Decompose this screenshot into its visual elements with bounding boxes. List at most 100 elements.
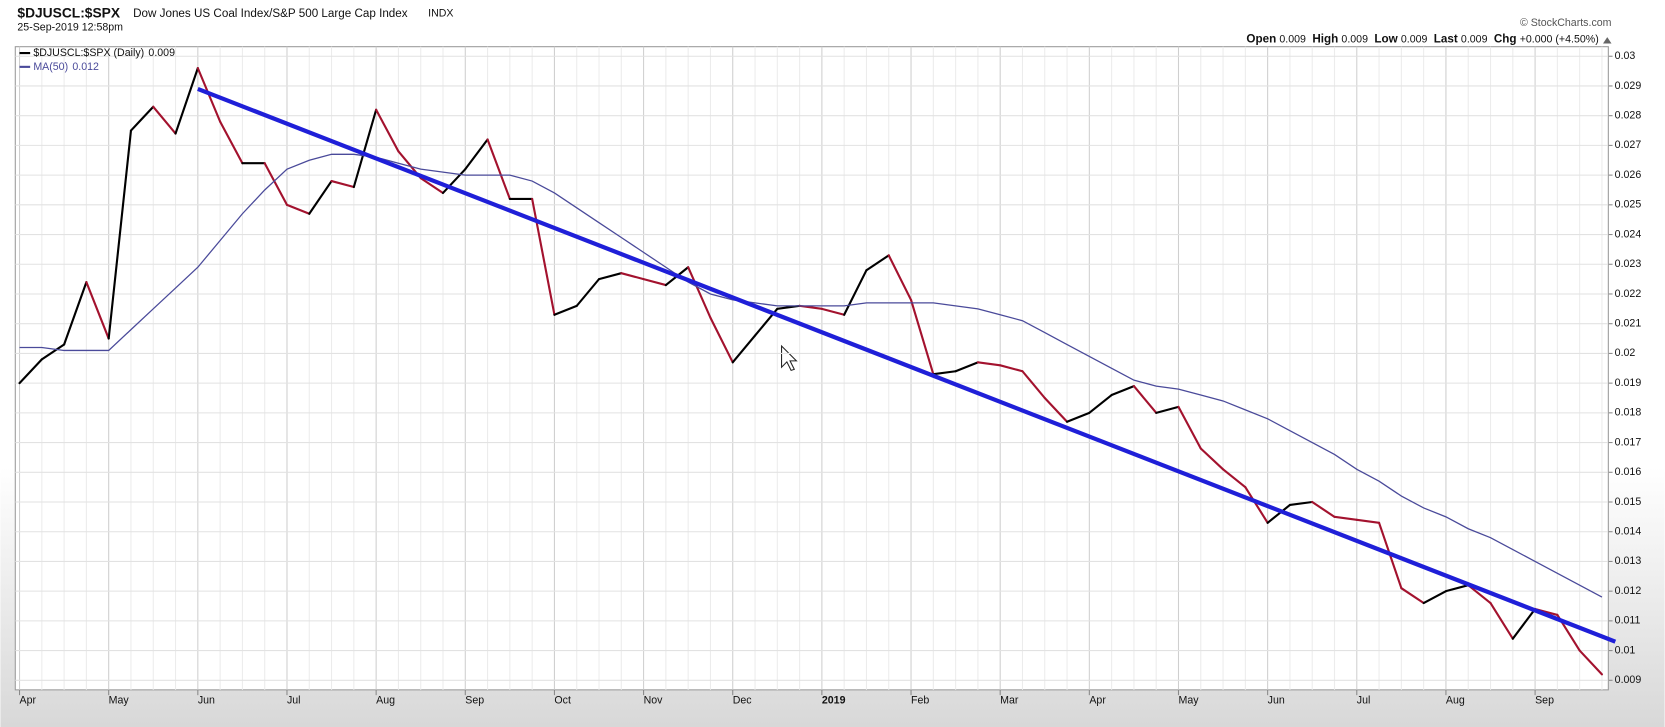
price-segment bbox=[107, 129, 133, 340]
y-tick-label: 0.022 bbox=[1615, 288, 1642, 300]
price-segment bbox=[1422, 590, 1448, 605]
price-segment bbox=[1244, 486, 1269, 524]
y-tick-label: 0.018 bbox=[1615, 407, 1642, 419]
price-segment bbox=[1088, 393, 1113, 414]
price-segment bbox=[152, 105, 177, 135]
price-segment bbox=[40, 343, 66, 361]
y-tick-label: 0.015 bbox=[1615, 496, 1642, 508]
x-tick-label: Feb bbox=[911, 694, 929, 706]
y-tick-label: 0.028 bbox=[1615, 109, 1642, 121]
price-segment bbox=[1132, 385, 1158, 414]
x-tick-label: Jul bbox=[287, 694, 301, 706]
price-segment bbox=[531, 197, 556, 316]
price-segment bbox=[687, 266, 712, 319]
price-segment bbox=[731, 334, 757, 364]
price-segment bbox=[129, 105, 155, 132]
price-segment bbox=[1489, 601, 1514, 640]
price-segment bbox=[1400, 587, 1425, 605]
y-tick-label: 0.024 bbox=[1615, 228, 1642, 240]
price-segment bbox=[932, 370, 957, 376]
y-tick-label: 0.023 bbox=[1615, 258, 1642, 270]
price-segment bbox=[1333, 515, 1358, 521]
price-segment bbox=[1110, 385, 1135, 397]
x-tick-label: Jun bbox=[1268, 694, 1285, 706]
x-tick-label: May bbox=[1178, 694, 1199, 706]
plot-area bbox=[14, 46, 1609, 691]
price-segment bbox=[954, 361, 979, 373]
price-segment bbox=[1578, 649, 1604, 676]
x-tick-label: Oct bbox=[554, 694, 571, 706]
x-tick-label: Sep bbox=[465, 694, 484, 706]
price-segment bbox=[553, 304, 578, 316]
price-segment bbox=[285, 203, 311, 215]
x-tick-label: Aug bbox=[376, 694, 395, 706]
price-segment bbox=[1065, 411, 1091, 423]
price-segment bbox=[1199, 447, 1225, 471]
y-tick-label: 0.029 bbox=[1615, 80, 1642, 92]
price-segment bbox=[642, 278, 667, 287]
price-segment bbox=[375, 108, 400, 153]
price-segment bbox=[865, 254, 890, 272]
quote-line: Open 0.009 High 0.009 Low 0.009 Last 0.009 Chg +0… bbox=[1246, 32, 1598, 45]
price-segment bbox=[976, 361, 1002, 367]
x-tick-label: Mar bbox=[1000, 694, 1019, 706]
quote-value: 0.009 bbox=[1341, 33, 1368, 45]
legend-last: 0.009 bbox=[148, 47, 175, 59]
price-segment bbox=[887, 254, 913, 301]
price-segment bbox=[85, 281, 110, 340]
chart-title: Dow Jones US Coal Index/S&P 500 Large Ca… bbox=[133, 7, 408, 20]
price-segment bbox=[1511, 607, 1537, 640]
quote-value: 0.009 bbox=[1401, 33, 1428, 45]
legend-entry: $DJUSCL:$SPX (Daily) 0.009 bbox=[33, 47, 175, 59]
legend-name: $DJUSCL:$SPX (Daily) bbox=[33, 47, 144, 59]
quote-label: Low bbox=[1374, 32, 1398, 45]
y-tick-label: 0.021 bbox=[1615, 317, 1642, 329]
price-segment bbox=[63, 281, 88, 346]
legend-last: 0.012 bbox=[72, 61, 99, 73]
y-tick-label: 0.03 bbox=[1615, 50, 1636, 62]
cursor bbox=[781, 344, 798, 372]
y-tick-label: 0.025 bbox=[1615, 199, 1642, 211]
quote-value: 0.009 bbox=[1461, 33, 1488, 45]
ma-line bbox=[19, 153, 1603, 598]
x-tick-label: Nov bbox=[644, 694, 664, 706]
price-segment bbox=[263, 162, 289, 206]
price-segment bbox=[308, 179, 333, 215]
price-segment bbox=[18, 358, 43, 385]
price-segment bbox=[441, 168, 467, 195]
price-segment bbox=[1155, 405, 1180, 414]
y-tick-label: 0.019 bbox=[1615, 377, 1642, 389]
price-segment bbox=[1311, 500, 1336, 518]
price-segment bbox=[709, 316, 734, 364]
x-tick-label: 2019 bbox=[822, 694, 846, 706]
price-segment bbox=[419, 177, 445, 195]
y-tick-label: 0.017 bbox=[1615, 436, 1642, 448]
quote-label: Chg bbox=[1494, 32, 1517, 45]
x-tick-label: Aug bbox=[1446, 694, 1465, 706]
quote-label: High bbox=[1312, 32, 1338, 45]
price-segment bbox=[1467, 584, 1492, 605]
source: © StockCharts.com bbox=[1520, 17, 1612, 29]
y-tick-label: 0.011 bbox=[1615, 615, 1641, 627]
y-tick-label: 0.01 bbox=[1615, 644, 1636, 656]
x-tick-label: Apr bbox=[1089, 694, 1106, 706]
price-segment bbox=[1288, 500, 1314, 507]
price-segment bbox=[620, 272, 645, 281]
price-segment bbox=[1355, 518, 1381, 524]
trendline bbox=[197, 86, 1617, 644]
quote-label: Last bbox=[1434, 32, 1458, 45]
x-tick-label: Sep bbox=[1535, 694, 1554, 706]
chg-arrow bbox=[1603, 37, 1612, 44]
date: 25-Sep-2019 12:58pm bbox=[17, 21, 123, 33]
price-segment bbox=[843, 269, 868, 316]
price-segment bbox=[1021, 370, 1046, 400]
quote-value: +0.000 (+4.50%) bbox=[1520, 33, 1599, 45]
price-segment bbox=[999, 364, 1024, 373]
y-tick-label: 0.014 bbox=[1615, 526, 1642, 538]
price-segment bbox=[330, 179, 355, 189]
price-segment bbox=[486, 138, 511, 200]
y-tick-label: 0.013 bbox=[1615, 555, 1642, 567]
y-tick-label: 0.02 bbox=[1615, 347, 1636, 359]
